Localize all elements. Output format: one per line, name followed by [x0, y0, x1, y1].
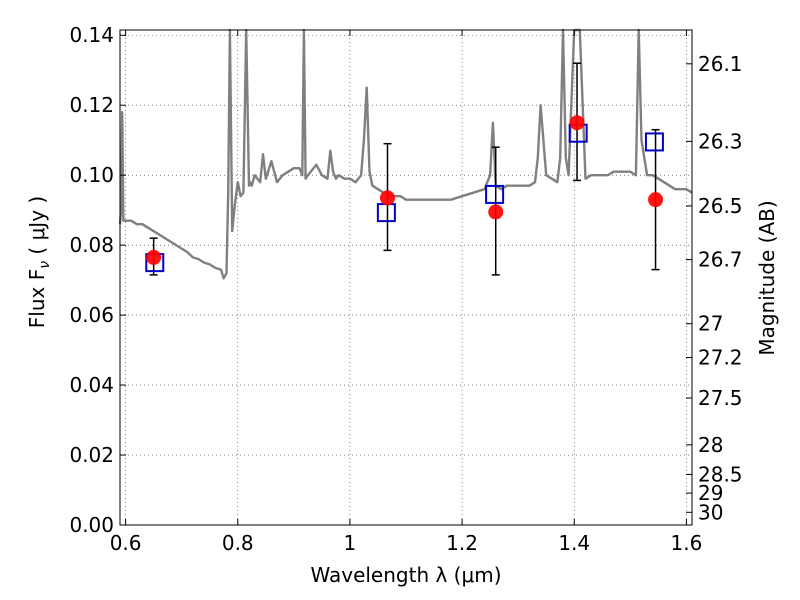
magnitude-axis-label: Magnitude (AB)	[755, 200, 779, 355]
x-tick-label: 0.8	[222, 531, 254, 555]
x-tick-label: 1.2	[446, 531, 478, 555]
plot-frame	[119, 29, 693, 526]
y-tick-label: 0.00	[69, 513, 114, 537]
grid-lines	[120, 30, 692, 525]
x-tick-label: 1.6	[670, 531, 702, 555]
y-tick-label: 0.06	[69, 303, 114, 327]
y-tick-label: 0.04	[69, 373, 114, 397]
magnitude-tick-label: 28.5	[698, 462, 743, 486]
observed-point	[648, 192, 664, 208]
magnitude-tick-label: 27.5	[698, 386, 743, 410]
magnitude-tick-label: 26.1	[698, 52, 743, 76]
spectrum-path	[118, 28, 693, 280]
y-axis-ticks: 0.00 0.02 0.04 0.06 0.08 0.10 0.12 0.14	[69, 23, 126, 537]
y-tick-label: 0.10	[69, 163, 114, 187]
magnitude-tick-label: 28	[698, 433, 723, 457]
y-tick-label: 0.08	[69, 233, 114, 257]
x-tick-label: 0.6	[110, 531, 142, 555]
observed-points	[146, 115, 664, 265]
y-tick-label: 0.12	[69, 93, 114, 117]
observed-point	[569, 115, 585, 131]
x-axis-label: Wavelength λ (μm)	[310, 563, 501, 587]
y-tick-label: 0.14	[69, 23, 114, 47]
magnitude-tick-label: 30	[698, 500, 723, 524]
observed-point	[146, 249, 162, 265]
model-square	[376, 203, 396, 223]
y-axis-label-main: Flux F	[25, 269, 49, 328]
magnitude-tick-label: 26.5	[698, 194, 743, 218]
spectrum-line	[118, 28, 693, 280]
observed-point	[379, 190, 395, 206]
magnitude-tick-label: 29	[698, 481, 723, 505]
y-axis-label: Flux Fν ( μJy )	[25, 196, 53, 328]
magnitude-tick-label: 27.2	[698, 346, 743, 370]
y-tick-label: 0.02	[69, 443, 114, 467]
y-axis-label-subscript: ν	[37, 261, 53, 269]
magnitude-tick-label: 26.3	[698, 129, 743, 153]
observed-point	[488, 204, 504, 220]
x-tick-label: 1	[344, 531, 357, 555]
model-square	[644, 132, 664, 152]
x-axis-ticks: 0.6 0.8 1 1.2 1.4 1.6	[110, 30, 702, 555]
y-axis-label-unit: ( μJy )	[25, 196, 49, 261]
magnitude-tick-label: 26.7	[698, 248, 743, 272]
magnitude-tick-label: 27	[698, 312, 723, 336]
x-tick-label: 1.4	[558, 531, 590, 555]
model-square	[485, 184, 505, 204]
